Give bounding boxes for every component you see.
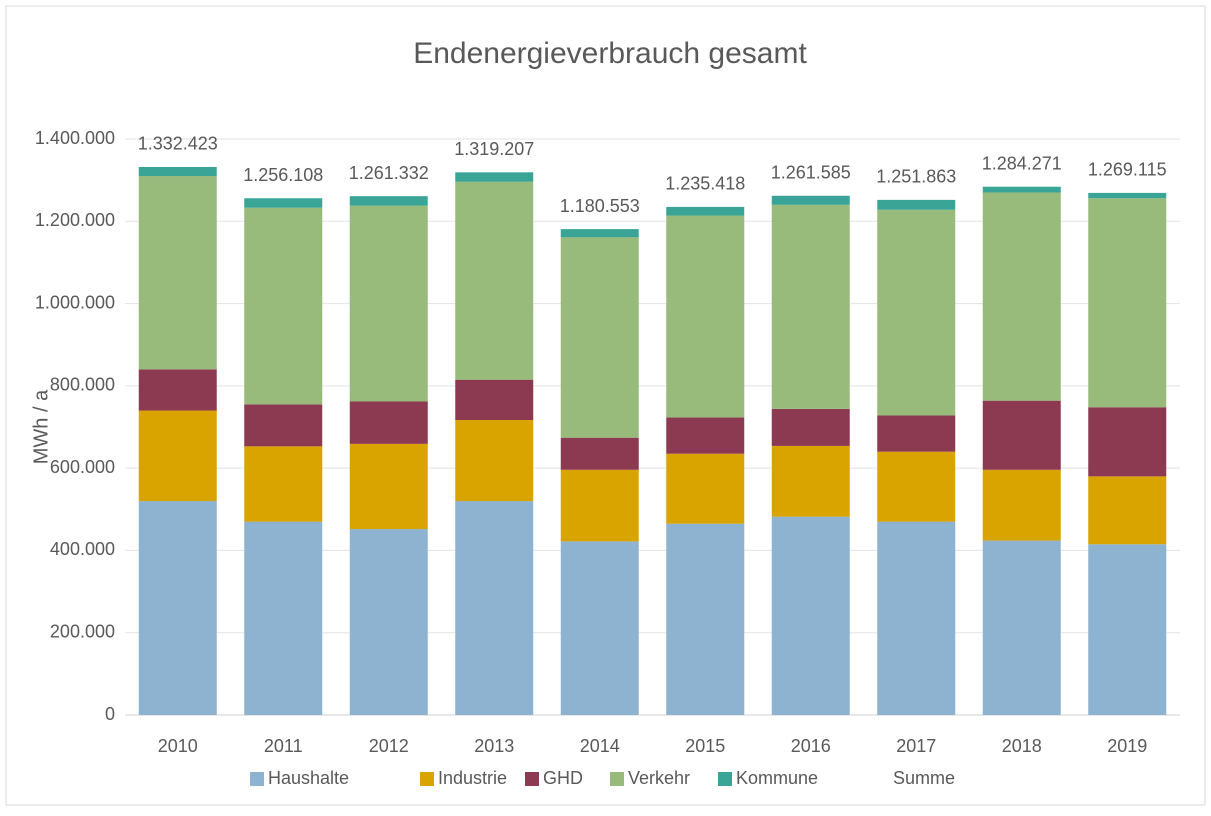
bar-segment xyxy=(560,541,639,715)
bar-segment xyxy=(455,420,534,502)
bar-segment xyxy=(982,540,1061,715)
total-label: 1.284.271 xyxy=(982,153,1062,173)
bar-segment xyxy=(982,469,1061,541)
bar-segment xyxy=(244,446,323,522)
bar-segment xyxy=(349,196,428,206)
y-tick-label: 0 xyxy=(105,704,115,724)
x-tick-label: 2015 xyxy=(685,736,725,756)
chart-title: Endenergieverbrauch gesamt xyxy=(413,37,807,70)
legend-swatch xyxy=(420,772,434,786)
y-tick-label: 600.000 xyxy=(50,457,115,477)
total-label: 1.261.585 xyxy=(771,163,851,183)
bar-segment xyxy=(771,408,850,446)
total-label: 1.235.418 xyxy=(665,173,745,193)
legend-label: GHD xyxy=(543,768,583,788)
legend-label: Kommune xyxy=(736,768,818,788)
bar-segment xyxy=(771,445,850,517)
bar-segment xyxy=(1088,476,1167,545)
bar-segment xyxy=(244,198,323,208)
x-tick-label: 2014 xyxy=(580,736,620,756)
bar-segment xyxy=(349,401,428,444)
x-tick-label: 2017 xyxy=(896,736,936,756)
bar-segment xyxy=(877,415,956,452)
bar-segment xyxy=(455,181,534,380)
legend-swatch xyxy=(610,772,624,786)
bar-segment xyxy=(455,379,534,421)
bar-segment xyxy=(666,417,745,454)
bar-segment xyxy=(666,215,745,418)
legend-label: Industrie xyxy=(438,768,507,788)
y-tick-label: 200.000 xyxy=(50,621,115,641)
bar-segment xyxy=(560,437,639,470)
total-label: 1.256.108 xyxy=(243,165,323,185)
bar-segment xyxy=(244,207,323,405)
bar-segment xyxy=(877,451,956,522)
bar-segment xyxy=(138,369,217,411)
legend-swatch xyxy=(250,772,264,786)
x-tick-label: 2013 xyxy=(474,736,514,756)
bar-segment xyxy=(1088,198,1167,408)
bar-segment xyxy=(349,205,428,402)
x-tick-label: 2011 xyxy=(264,736,303,756)
bar-segment xyxy=(560,229,639,238)
bar-segment xyxy=(666,206,745,216)
legend-swatch xyxy=(718,772,732,786)
y-axis-label: MWh / a xyxy=(30,389,52,464)
bar-segment xyxy=(138,176,217,370)
bar-segment xyxy=(244,521,323,715)
bar-segment xyxy=(138,166,217,177)
y-tick-label: 1.400.000 xyxy=(35,128,115,148)
y-tick-label: 400.000 xyxy=(50,539,115,559)
total-label: 1.319.207 xyxy=(454,139,534,159)
bar-segment xyxy=(771,204,850,409)
bar-segment xyxy=(1088,544,1167,715)
x-tick-label: 2010 xyxy=(158,736,198,756)
bar-segment xyxy=(982,400,1061,470)
total-label: 1.332.423 xyxy=(138,134,218,154)
bar-segment xyxy=(771,195,850,205)
bar-segment xyxy=(982,192,1061,401)
bar-segment xyxy=(877,199,956,210)
x-tick-label: 2012 xyxy=(369,736,409,756)
legend-label: Summe xyxy=(893,768,955,788)
bar-segment xyxy=(138,410,217,502)
legend-label: Haushalte xyxy=(268,768,349,788)
legend-label: Verkehr xyxy=(628,768,690,788)
bar-segment xyxy=(1088,407,1167,477)
bar-segment xyxy=(560,237,639,438)
bar-segment xyxy=(349,529,428,715)
bar-segment xyxy=(560,469,639,542)
bar-segment xyxy=(666,523,745,715)
total-label: 1.269.115 xyxy=(1088,160,1167,180)
bar-segment xyxy=(1088,192,1167,199)
total-label: 1.180.553 xyxy=(560,196,640,216)
bar-segment xyxy=(982,186,1061,193)
x-tick-label: 2016 xyxy=(791,736,831,756)
bar-segment xyxy=(244,404,323,447)
bar-segment xyxy=(138,501,217,715)
bar-segment xyxy=(877,521,956,715)
bar-segment xyxy=(877,209,956,416)
bar-segment xyxy=(666,453,745,524)
bar-segment xyxy=(455,501,534,715)
y-tick-label: 1.200.000 xyxy=(35,210,115,230)
legend-swatch xyxy=(525,772,539,786)
bar-segment xyxy=(455,172,534,182)
total-label: 1.251.863 xyxy=(876,167,956,187)
total-label: 1.261.332 xyxy=(349,163,429,183)
bar-segment xyxy=(349,443,428,530)
x-tick-label: 2018 xyxy=(1002,736,1042,756)
bar-segment xyxy=(771,516,850,715)
x-tick-label: 2019 xyxy=(1107,736,1147,756)
y-tick-label: 800.000 xyxy=(50,375,115,395)
y-tick-label: 1.000.000 xyxy=(35,292,115,312)
